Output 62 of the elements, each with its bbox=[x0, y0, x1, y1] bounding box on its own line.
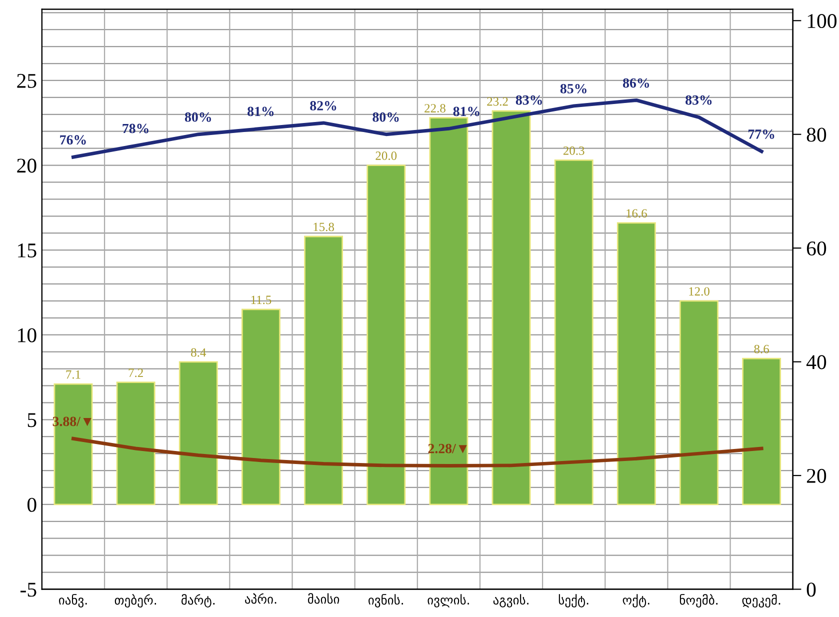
y-tick-label: 0 bbox=[27, 498, 36, 512]
y-tick-label: 20 bbox=[17, 158, 36, 173]
data-label: 16.6 bbox=[626, 209, 647, 218]
data-label: 80% bbox=[372, 112, 399, 122]
data-label: 82% bbox=[310, 101, 336, 110]
x-tick-label: აგვის. bbox=[493, 594, 528, 608]
data-label: 8.4 bbox=[191, 348, 206, 357]
data-label: 77% bbox=[748, 129, 774, 139]
bar bbox=[554, 159, 594, 506]
data-label: 22.8 bbox=[424, 104, 446, 113]
y2-tick-label: 40 bbox=[806, 355, 826, 370]
data-label: 15.8 bbox=[314, 222, 334, 232]
bar bbox=[429, 117, 468, 506]
y2-tick-label: 60 bbox=[806, 241, 826, 256]
bar bbox=[116, 382, 156, 506]
x-tick-label: თებერ. bbox=[114, 594, 156, 608]
bar bbox=[742, 358, 782, 506]
data-label: 20.0 bbox=[376, 152, 397, 160]
bar bbox=[178, 361, 218, 506]
x-tick-label: ოქტ. bbox=[622, 594, 650, 608]
data-label: 7.1 bbox=[66, 370, 80, 379]
data-label: 86% bbox=[622, 78, 650, 88]
bar bbox=[304, 236, 344, 506]
bar bbox=[492, 110, 531, 506]
bar bbox=[241, 308, 280, 506]
bar bbox=[680, 300, 718, 506]
data-label: 85% bbox=[560, 84, 586, 94]
x-tick-label: ივლის. bbox=[428, 594, 469, 608]
y2-tick-label: 20 bbox=[806, 468, 826, 483]
y-tick-label: 25 bbox=[17, 74, 36, 88]
data-label: 76% bbox=[60, 135, 86, 145]
data-label: 83% bbox=[516, 95, 542, 105]
y-tick-label: 15 bbox=[18, 244, 36, 258]
y-tick-label: 10 bbox=[18, 328, 36, 342]
data-label: 80% bbox=[184, 112, 211, 122]
x-tick-label: სექტ. bbox=[558, 594, 588, 608]
data-label: 8.6 bbox=[754, 344, 770, 354]
x-tick-label: ნოემბ. bbox=[680, 594, 718, 608]
x-tick-label: დეკემ. bbox=[742, 594, 780, 608]
data-label: 78% bbox=[122, 124, 148, 134]
data-label: 7.2 bbox=[128, 368, 143, 378]
data-label: 12.0 bbox=[689, 287, 710, 296]
bar bbox=[54, 383, 93, 506]
x-tick-label: აპრი. bbox=[245, 593, 276, 604]
x-tick-label: მარტ. bbox=[182, 594, 215, 608]
data-label: 23.2 bbox=[487, 97, 508, 106]
x-tick-label: მაისი bbox=[308, 593, 340, 604]
y2-tick-label: 100 bbox=[808, 14, 837, 28]
bar bbox=[616, 222, 656, 506]
y2-tick-label: 0 bbox=[806, 582, 816, 597]
bar bbox=[366, 164, 406, 506]
x-tick-label: ივნის. bbox=[368, 594, 403, 608]
data-label: 81% bbox=[453, 106, 480, 116]
y2-tick-label: 80 bbox=[806, 128, 826, 142]
y-tick-label: -5 bbox=[20, 582, 36, 597]
data-label: 20.3 bbox=[563, 146, 584, 155]
data-label: 81% bbox=[248, 106, 274, 116]
data-label: 83% bbox=[686, 95, 712, 105]
x-tick-label: იანვ. bbox=[58, 594, 87, 608]
y-tick-label: 5 bbox=[28, 413, 36, 428]
line-series bbox=[72, 436, 764, 468]
data-label: 11.5 bbox=[251, 296, 272, 304]
